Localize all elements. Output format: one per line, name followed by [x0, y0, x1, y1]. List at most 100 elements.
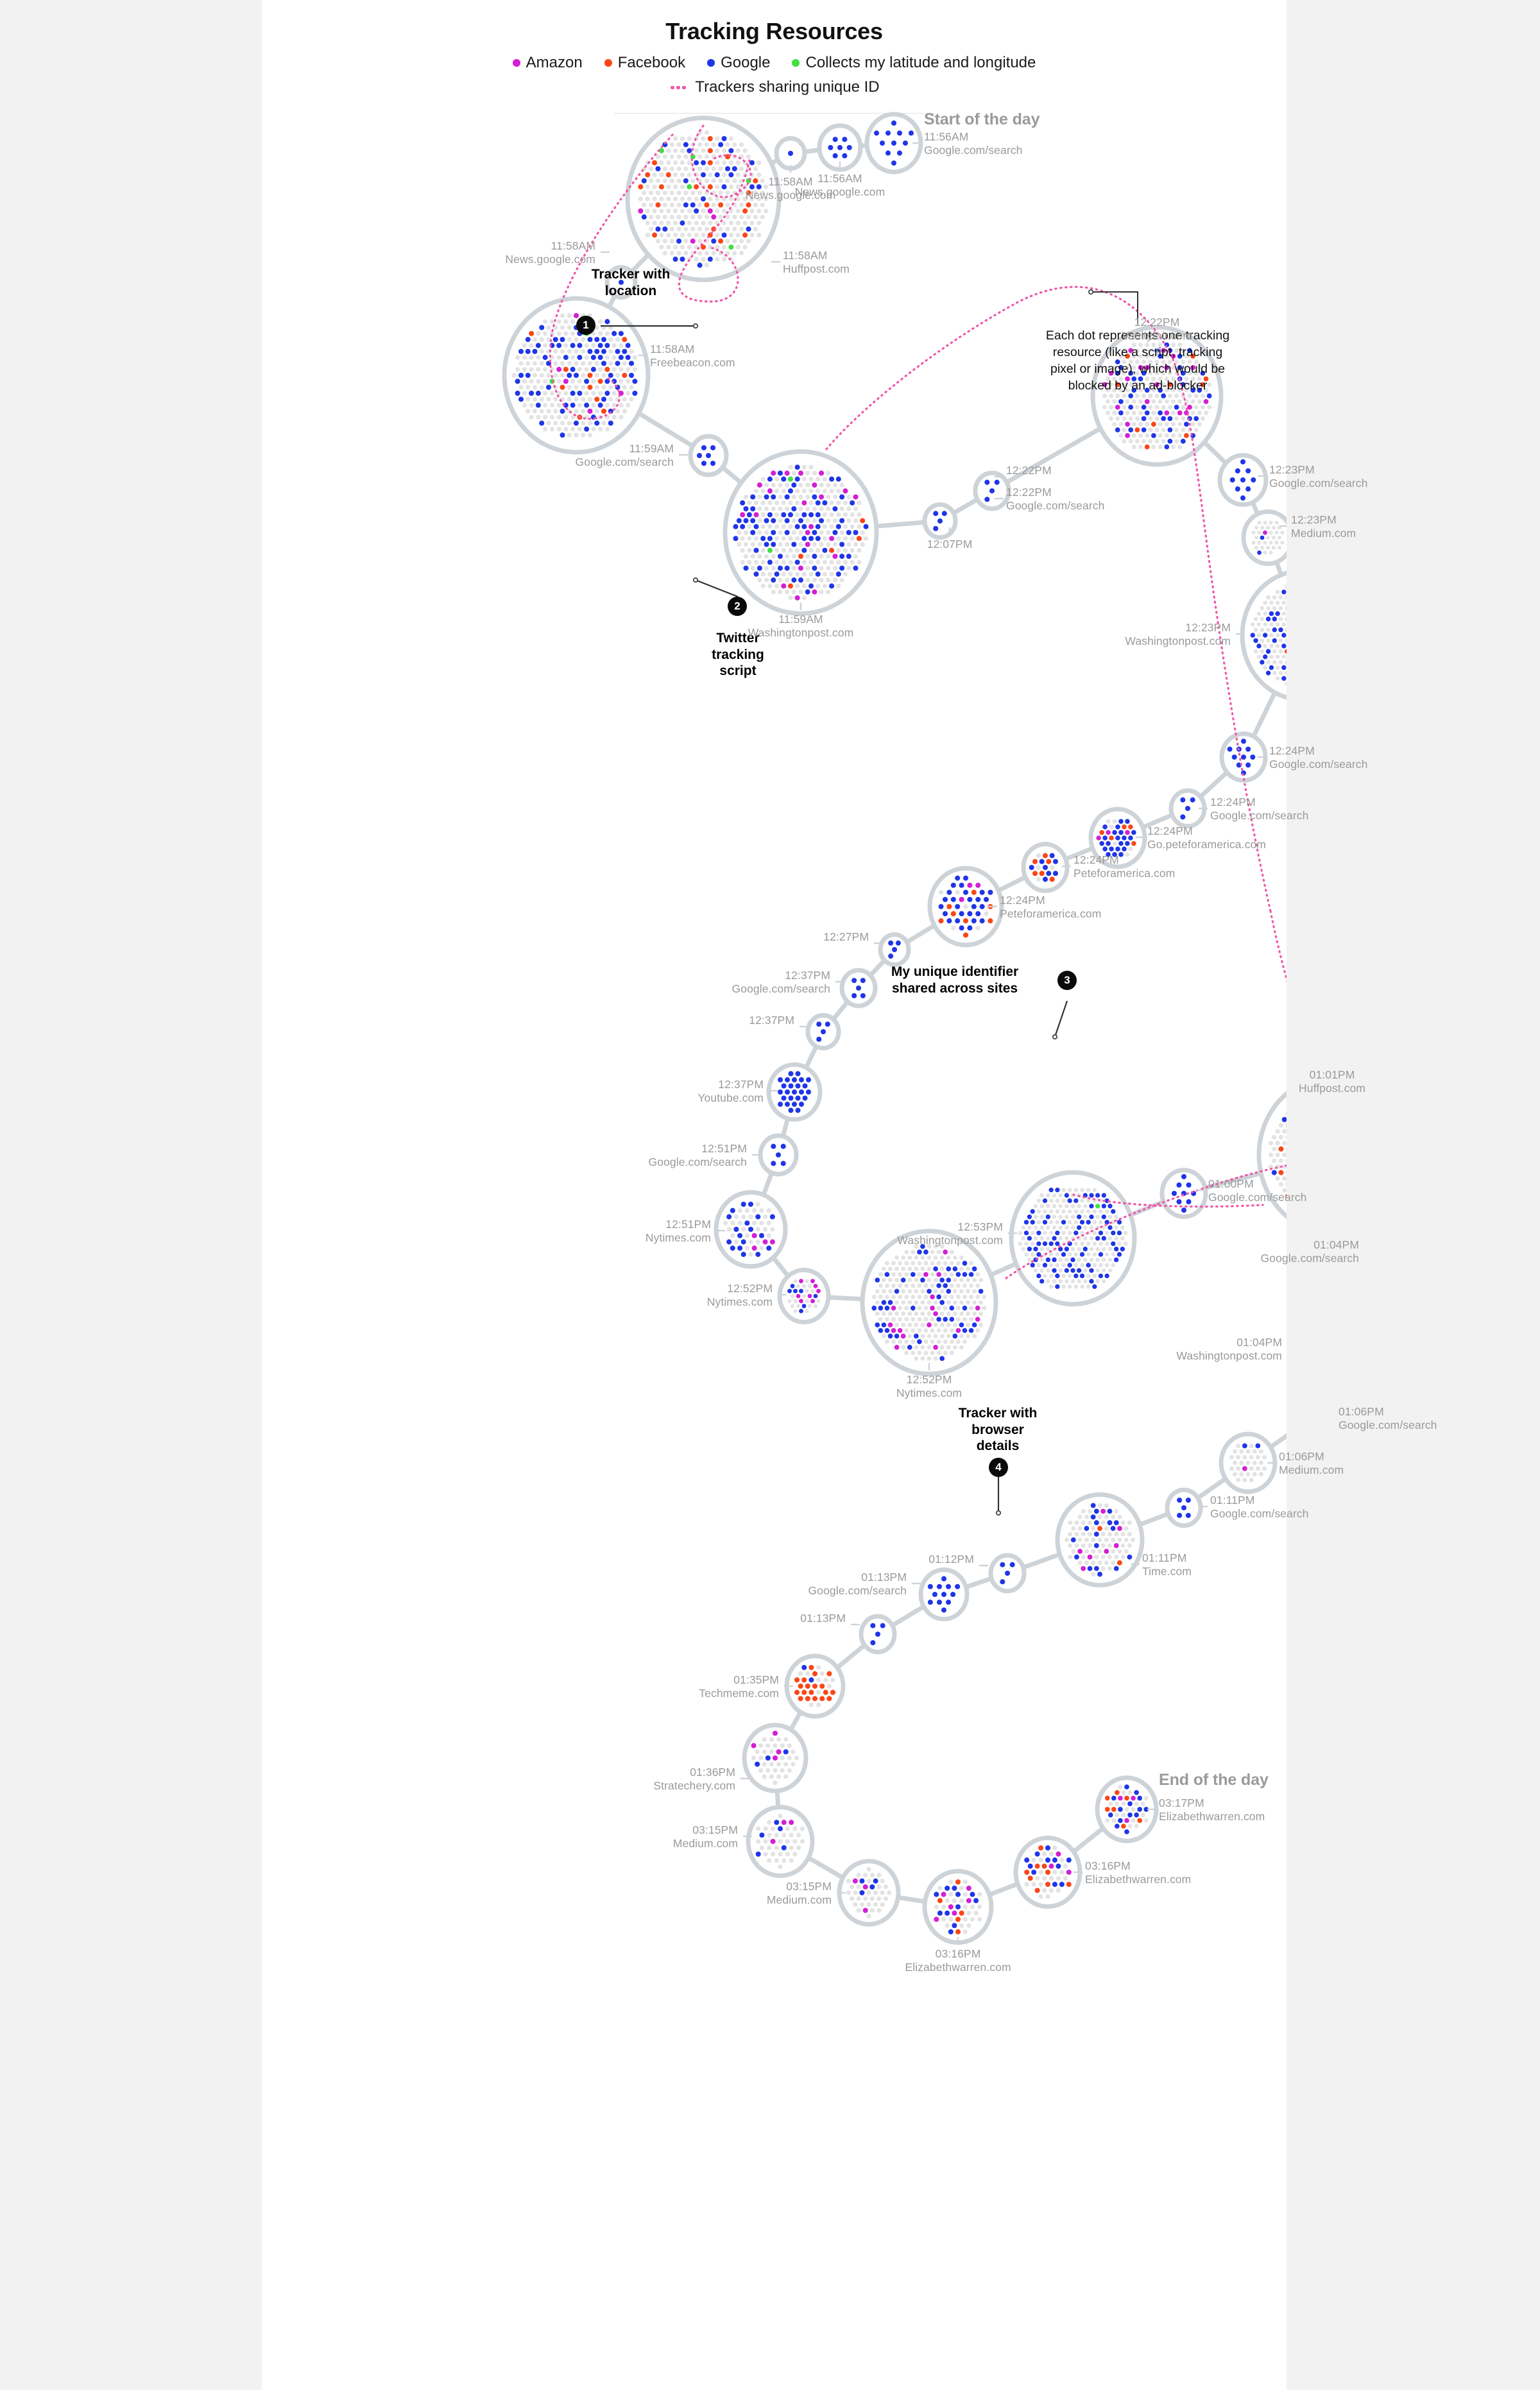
- tracker-dot: [601, 337, 607, 343]
- site-node[interactable]: [1241, 509, 1287, 567]
- site-node[interactable]: [973, 470, 1011, 511]
- empty-dot: [966, 1267, 970, 1272]
- site-node[interactable]: [1055, 1492, 1145, 1588]
- tracker-dot: [1115, 824, 1120, 830]
- site-node[interactable]: [1217, 452, 1269, 508]
- empty-dot: [532, 409, 538, 414]
- empty-dot: [1048, 1875, 1054, 1881]
- tracker-dot: [1041, 1863, 1047, 1869]
- tracker-dot: [1064, 1247, 1070, 1252]
- empty-dot: [783, 1774, 789, 1779]
- site-node[interactable]: [604, 264, 638, 300]
- site-node[interactable]: [1165, 1487, 1203, 1528]
- empty-dot: [959, 1267, 964, 1272]
- site-node[interactable]: [1240, 570, 1287, 700]
- empty-dot: [659, 196, 664, 201]
- site-node[interactable]: [625, 115, 782, 282]
- tracker-dot: [955, 1929, 961, 1934]
- tracker-dot: [1164, 444, 1170, 450]
- tracker-dot: [1032, 858, 1038, 864]
- tracker-dot: [1141, 404, 1147, 410]
- empty-dot: [776, 1737, 782, 1742]
- tracker-dot: [1027, 1247, 1032, 1252]
- tracker-dot: [787, 512, 794, 518]
- tracker-dot: [1034, 1888, 1040, 1893]
- site-node[interactable]: [774, 135, 807, 171]
- site-node[interactable]: [1256, 1077, 1287, 1233]
- empty-dot: [723, 1220, 728, 1225]
- tracker-dot: [676, 238, 682, 244]
- site-node[interactable]: [784, 1653, 846, 1719]
- tracker-dot: [1098, 1252, 1104, 1257]
- site-node[interactable]: [742, 1723, 809, 1793]
- empty-dot: [1074, 1188, 1079, 1192]
- empty-dot: [785, 1852, 791, 1857]
- site-node[interactable]: [688, 434, 729, 477]
- site-node[interactable]: [988, 1553, 1027, 1594]
- site-node[interactable]: [1219, 1431, 1278, 1494]
- site-node[interactable]: [758, 1133, 799, 1177]
- empty-dot: [1275, 622, 1280, 627]
- empty-dot: [846, 565, 851, 571]
- empty-dot: [1277, 545, 1282, 550]
- empty-dot: [1263, 611, 1267, 616]
- empty-dot: [1086, 1199, 1091, 1203]
- tracker-dot: [941, 1607, 947, 1613]
- site-node[interactable]: [1159, 1168, 1208, 1219]
- site-node[interactable]: [766, 1062, 823, 1122]
- site-node[interactable]: [839, 968, 878, 1009]
- empty-dot: [1151, 377, 1156, 381]
- tracker-dot: [975, 1305, 980, 1311]
- empty-dot: [1108, 1268, 1113, 1273]
- site-node[interactable]: [1090, 325, 1224, 467]
- empty-dot: [1080, 1231, 1084, 1235]
- tracker-dot: [683, 142, 689, 148]
- tracker-dot: [1265, 670, 1271, 676]
- site-node[interactable]: [805, 1012, 841, 1051]
- site-node[interactable]: [859, 1614, 897, 1655]
- empty-dot: [704, 154, 710, 159]
- site-node[interactable]: [746, 1805, 815, 1878]
- empty-dot: [836, 559, 841, 565]
- empty-dot: [680, 196, 685, 201]
- empty-dot: [1171, 377, 1176, 381]
- site-node[interactable]: [878, 932, 911, 968]
- tracker-dot: [1125, 432, 1130, 438]
- empty-dot: [1258, 1460, 1263, 1465]
- empty-dot: [832, 518, 838, 524]
- empty-dot: [687, 232, 692, 237]
- site-node[interactable]: [1009, 1170, 1137, 1307]
- empty-dot: [972, 1311, 977, 1316]
- tracker-dot: [801, 524, 807, 529]
- site-node[interactable]: [922, 502, 958, 540]
- site-node[interactable]: [817, 123, 863, 172]
- site-node[interactable]: [777, 1267, 831, 1325]
- site-node[interactable]: [922, 1868, 994, 1945]
- empty-dot: [917, 1272, 922, 1277]
- site-node[interactable]: [1013, 1836, 1082, 1909]
- site-node[interactable]: [1021, 842, 1070, 893]
- site-node[interactable]: [714, 1190, 788, 1269]
- tracker-dot: [962, 1272, 968, 1277]
- tracker-dot: [873, 130, 880, 136]
- site-node[interactable]: [927, 866, 1004, 948]
- empty-dot: [515, 355, 520, 360]
- tracker-dot: [1102, 846, 1108, 852]
- site-node[interactable]: [918, 1567, 970, 1622]
- empty-dot: [826, 530, 831, 535]
- empty-dot: [1083, 1236, 1088, 1241]
- empty-dot: [963, 904, 968, 909]
- empty-dot: [914, 1311, 919, 1316]
- site-node[interactable]: [837, 1859, 901, 1927]
- tracker-dot: [563, 366, 569, 372]
- empty-dot: [1081, 1543, 1086, 1548]
- tracker-dot: [560, 408, 565, 414]
- site-node[interactable]: [723, 449, 879, 616]
- empty-dot: [676, 202, 681, 207]
- empty-dot: [955, 1317, 961, 1322]
- empty-dot: [959, 1345, 964, 1350]
- site-node[interactable]: [860, 1229, 998, 1376]
- empty-dot: [1200, 405, 1205, 410]
- empty-dot: [1161, 359, 1166, 364]
- empty-dot: [735, 232, 740, 237]
